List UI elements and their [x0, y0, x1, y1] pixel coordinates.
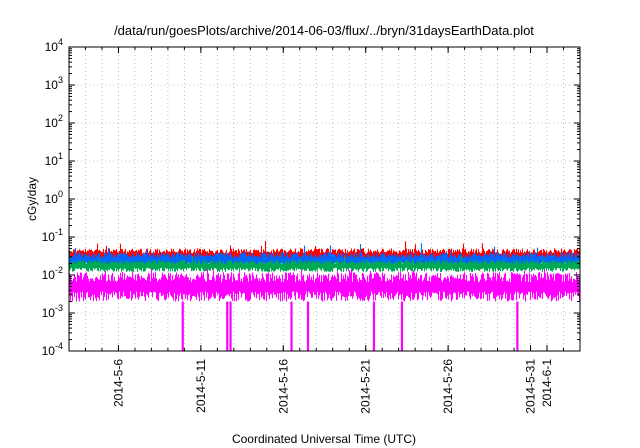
y-tick-label: 10-3: [42, 303, 63, 320]
x-tick-label: 2014-5-21: [359, 359, 373, 414]
y-ticks: 10-4 10-3 10-2 10-1 100 101 102 103 104: [42, 37, 580, 358]
chart-title: /data/run/goesPlots/archive/2014-06-03/f…: [114, 23, 534, 38]
y-tick-label: 100: [45, 189, 63, 206]
y-tick-label: 104: [45, 37, 63, 54]
grid: [69, 47, 580, 351]
x-tick-label: 2014-6-1: [540, 359, 554, 407]
x-tick-label: 2014-5-26: [441, 359, 455, 414]
x-ticks: 2014-5-6 2014-5-11 2014-5-16 2014-5-21 2014-…: [84, 47, 565, 414]
y-axis-label: cGy/day: [25, 177, 39, 221]
y-tick-label: 103: [45, 75, 63, 92]
y-tick-label: 101: [45, 151, 63, 168]
y-tick-label: 10-2: [42, 265, 63, 282]
y-tick-label: 102: [45, 113, 63, 130]
x-tick-label: 2014-5-16: [276, 359, 290, 414]
x-tick-label: 2014-5-11: [194, 359, 208, 413]
x-axis-label: Coordinated Universal Time (UTC): [232, 432, 416, 446]
y-tick-label: 10-4: [42, 341, 63, 358]
y-tick-label: 10-1: [42, 227, 63, 244]
x-tick-label: 2014-5-6: [111, 359, 125, 407]
plot-series: [68, 241, 581, 351]
x-tick-label: 2014-5-31: [524, 359, 538, 414]
